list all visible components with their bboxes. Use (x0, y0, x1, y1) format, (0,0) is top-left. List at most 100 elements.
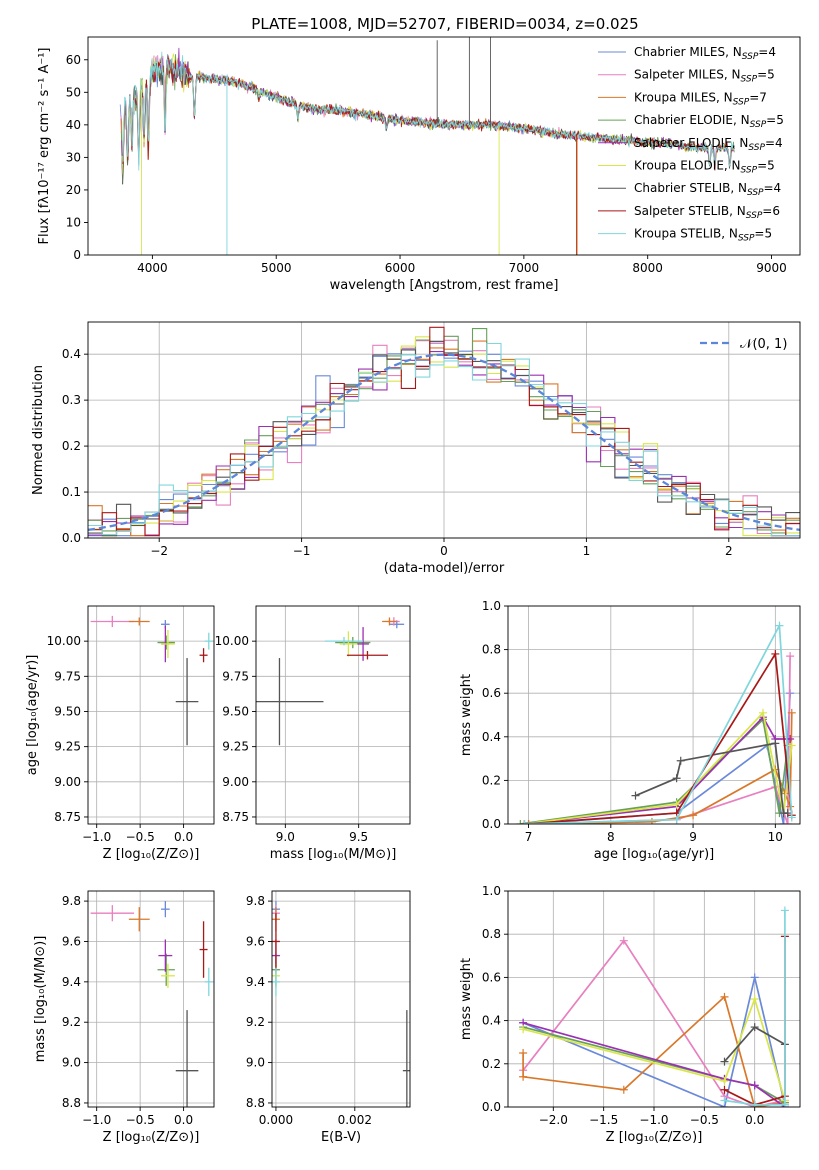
y-tick-label: 40 (66, 118, 81, 132)
series-line (524, 622, 793, 824)
series-marker (787, 813, 796, 822)
x-tick-label: 8000 (632, 261, 663, 275)
x-tick-label: 8 (607, 830, 615, 844)
y-tick-label: 0.4 (482, 730, 501, 744)
series-line (522, 996, 786, 1101)
plot-frame (255, 605, 411, 825)
x-axis-label: Z [log₁₀(Z/Z⊙)] (606, 1130, 703, 1145)
x-tick-label: 9000 (756, 261, 787, 275)
series-marker (519, 1025, 528, 1034)
x-tick-label: −0.5 (126, 830, 155, 844)
y-tick-label: 0.6 (482, 686, 501, 700)
x-tick-label: −1.5 (589, 1113, 618, 1127)
plot-content (119, 37, 735, 255)
series-marker (720, 1085, 729, 1094)
series-marker (720, 1096, 729, 1105)
y-tick-label: 8.8 (62, 1096, 81, 1110)
x-tick-label: −1 (293, 544, 311, 558)
plot-content (256, 617, 405, 746)
x-tick-label: 4000 (137, 261, 168, 275)
y-tick-label: 0.0 (482, 1100, 501, 1114)
series-marker (720, 1077, 729, 1086)
plot-frame (87, 890, 215, 1108)
x-tick-label: −2.0 (539, 1113, 568, 1127)
y-tick-label: 10.00 (47, 634, 81, 648)
x-axis-label: age [log₁₀(age/yr)] (594, 847, 715, 862)
y-tick-label: 0.8 (482, 643, 501, 657)
x-tick-label: 7000 (509, 261, 540, 275)
y-tick-label: 30 (66, 150, 81, 164)
series-marker (783, 809, 792, 818)
series-marker (750, 995, 759, 1003)
x-tick-label: 5000 (261, 261, 292, 275)
series-marker (720, 992, 729, 1001)
y-tick-label: 0.2 (62, 439, 81, 453)
y-tick-label: 9.6 (62, 934, 81, 948)
series-line (524, 651, 793, 824)
spectrum-title: PLATE=1008, MJD=52707, FIBERID=0034, z=0… (251, 15, 638, 33)
y-tick-label: 1.0 (482, 884, 501, 898)
y-tick-label: 9.2 (62, 1015, 81, 1029)
series-marker (672, 815, 681, 824)
series-marker (520, 820, 529, 824)
legend-label: Chabrier MILES, NSSP=4 (634, 45, 776, 62)
axes-frame: 9.0 9.5 8.75 9.00 9.25 9.50 9.75 10.00 mass [log… (215, 605, 411, 862)
legend: 𝒩(0, 1) (700, 337, 787, 352)
series-marker (519, 1049, 528, 1057)
axes-frame: −2 −1 0 1 2 0.0 0.1 0.2 0.3 0.4 (data-model)/error… (31, 321, 801, 576)
plot-mass-vs-Z: −1.0 −0.5 0.0 8.8 9.0 9.2 9.4 9.6 9.8 Z [log₁₀(Z/… (33, 890, 215, 1145)
y-tick-label: 10 (66, 215, 81, 229)
legend-label: Chabrier ELODIE, NSSP=5 (634, 113, 784, 130)
series-marker (720, 1057, 729, 1066)
plot-frame (507, 605, 801, 825)
series-marker (750, 1023, 759, 1032)
legend-label: Chabrier STELIB, NSSP=4 (634, 181, 781, 198)
legend-label: Salpeter ELODIE, NSSP=4 (634, 136, 783, 153)
y-tick-label: 9.2 (246, 1015, 265, 1029)
series-marker (619, 1085, 628, 1094)
series-line (522, 1021, 786, 1107)
x-tick-label: 9 (689, 830, 697, 844)
series-marker (787, 708, 796, 717)
x-tick-label: 0.002 (338, 1113, 372, 1127)
axes-frame: 4000 5000 6000 7000 8000 9000 0 10 20 30 40 50 60 wav… (37, 36, 801, 293)
histogram-series (88, 326, 800, 537)
y-tick-label: 60 (66, 53, 81, 67)
legend-label: Kroupa MILES, NSSP=7 (634, 90, 767, 107)
legend-label: Kroupa STELIB, NSSP=5 (634, 227, 772, 244)
y-axis-label: Flux [fλ10⁻¹⁷ erg cm⁻² s⁻¹ A⁻¹] (37, 48, 52, 245)
x-axis-label: E(B-V) (321, 1130, 361, 1145)
y-axis-label: age [log₁₀(age/yr)] (25, 655, 40, 776)
y-axis-label: mass [log₁₀(M/M⊙)] (33, 936, 48, 1063)
legend: Chabrier MILES, NSSP=4 Salpeter MILES, NS… (598, 45, 784, 244)
series-marker (771, 739, 780, 748)
series-marker (619, 936, 628, 945)
y-tick-label: 9.00 (222, 775, 249, 789)
series-marker (689, 811, 698, 820)
gridlines (88, 606, 214, 824)
y-tick-label: 8.75 (54, 810, 81, 824)
x-axis-label: Z [log₁₀(Z/Z⊙)] (103, 1130, 200, 1145)
legend-label: 𝒩(0, 1) (740, 337, 787, 352)
legend-label: Salpeter STELIB, NSSP=6 (634, 204, 780, 221)
x-tick-label: 0.0 (745, 1113, 764, 1127)
y-tick-label: 9.25 (54, 740, 81, 754)
plot-frame (87, 605, 215, 825)
y-tick-label: 9.8 (246, 894, 265, 908)
y-tick-label: 0.1 (62, 485, 81, 499)
y-tick-label: 0.2 (482, 773, 501, 787)
axes-frame: −2.0 −1.5 −1.0 −0.5 0.0 0.0 0.2 0.4 0.6 0.8 1.0 Z [… (459, 884, 801, 1145)
y-tick-label: 9.0 (246, 1056, 265, 1070)
axes-frame: −1.0 −0.5 0.0 8.75 9.00 9.25 9.50 9.75 10.00 Z [l… (25, 605, 215, 862)
plot-content (88, 326, 800, 537)
series-marker (787, 741, 796, 750)
x-tick-label: 9.5 (349, 830, 368, 844)
axes-frame: −1.0 −0.5 0.0 8.8 9.0 9.2 9.4 9.6 9.8 Z [log₁₀(Z/… (33, 890, 215, 1145)
x-tick-label: 7 (525, 830, 533, 844)
y-tick-label: 0.0 (482, 817, 501, 831)
y-tick-label: 9.8 (62, 894, 81, 908)
x-tick-label: 0.000 (259, 1113, 293, 1127)
y-tick-label: 9.50 (54, 704, 81, 718)
y-axis-label: mass weight (459, 958, 474, 1040)
